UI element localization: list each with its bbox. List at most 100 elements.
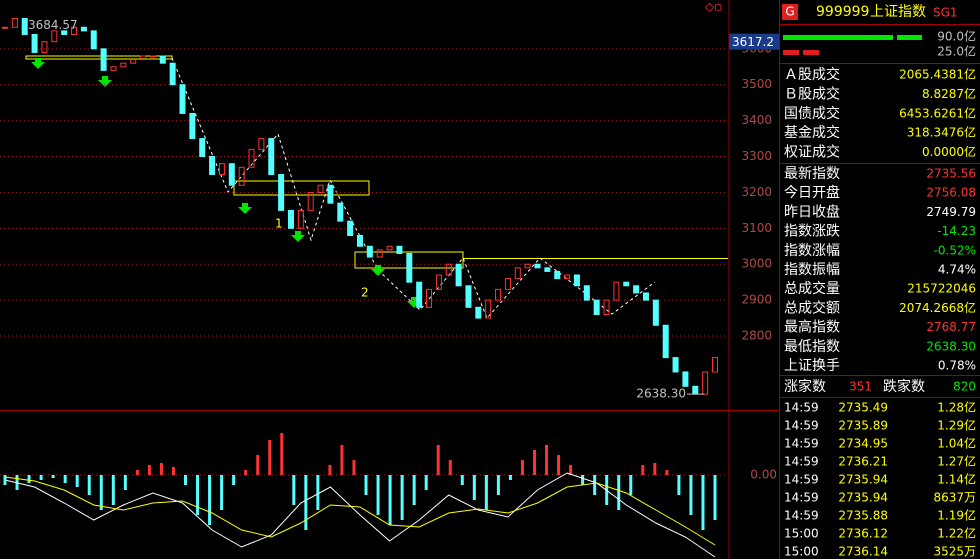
macd-bar <box>629 475 633 495</box>
candle <box>642 292 649 301</box>
candle <box>258 138 265 150</box>
candle <box>11 17 18 28</box>
bar-label: 25.0亿 <box>937 44 976 59</box>
macd-bar <box>111 475 115 505</box>
candle <box>386 245 393 251</box>
candle <box>149 55 156 58</box>
macd-bar <box>292 475 296 505</box>
tick-price: 2735.88 <box>838 509 888 523</box>
tick-time: 14:59 <box>784 437 819 451</box>
macd-bar <box>87 475 91 495</box>
candle <box>337 202 344 222</box>
down-label: 跌家数 <box>883 378 925 395</box>
macd-bar <box>653 463 657 475</box>
candle <box>287 209 294 229</box>
tick-time: 14:59 <box>784 473 819 487</box>
row-value: -14.23 <box>937 224 976 238</box>
macd-bar <box>472 475 476 500</box>
candle <box>130 59 137 64</box>
tick-volume: 1.14亿 <box>937 472 976 487</box>
candle <box>406 252 413 283</box>
macd-bar <box>75 475 79 487</box>
row-label: 总成交量 <box>784 280 840 297</box>
macd-bar <box>520 460 524 475</box>
macd-bar <box>184 475 188 485</box>
tick-price: 2736.21 <box>838 455 888 469</box>
macd-bar <box>316 475 320 510</box>
macd-bar <box>569 465 573 475</box>
tick-price: 2735.94 <box>838 491 888 505</box>
row-label: Ｂ股成交 <box>784 85 840 102</box>
row-value: -0.52% <box>934 243 976 257</box>
macd-bar <box>304 475 308 530</box>
row-label: 国债成交 <box>784 105 840 122</box>
tick-volume: 1.28亿 <box>937 400 976 415</box>
candle <box>140 55 147 61</box>
code: 999999 <box>816 4 869 20</box>
macd-bar <box>220 475 224 510</box>
up-label: 涨家数 <box>784 378 826 395</box>
candle <box>593 299 600 316</box>
tick-price: 2734.95 <box>838 437 888 451</box>
row-value: 2768.77 <box>926 320 976 334</box>
annotation: 2 <box>361 286 369 300</box>
row-value: 215722046 <box>907 282 976 296</box>
candle <box>297 209 304 229</box>
macd-bar <box>689 475 693 515</box>
row-label: 最高指数 <box>784 319 840 336</box>
tick-price: 2736.12 <box>838 527 888 541</box>
candle <box>416 281 423 308</box>
candle <box>169 62 176 86</box>
tick-volume: 1.27亿 <box>937 454 976 469</box>
candle <box>51 30 58 43</box>
row-value: 0.78% <box>938 359 976 373</box>
macd-bar <box>352 460 356 475</box>
row-value: 4.74% <box>938 263 976 277</box>
high-label: 3684.57 <box>28 18 78 32</box>
candle <box>218 163 225 175</box>
candle <box>317 184 324 193</box>
row-value: 2756.08 <box>926 186 976 200</box>
candle <box>633 285 640 294</box>
row-value: 2074.2668亿 <box>899 300 976 315</box>
row-label: 昨日收盘 <box>784 203 840 220</box>
tick-price: 2735.89 <box>838 419 888 433</box>
candle <box>692 385 699 395</box>
y-tick-label: 3500 <box>741 77 772 91</box>
macd-bar <box>581 475 585 485</box>
macd-bar <box>557 455 561 475</box>
low-label: 2638.30 <box>636 387 686 401</box>
candle <box>366 245 373 258</box>
arrows <box>31 58 421 308</box>
candle <box>564 274 571 280</box>
y-tick-label: 3000 <box>741 257 772 271</box>
icon[interactable]: ◇▫ <box>705 0 722 14</box>
row-label: 基金成交 <box>784 124 840 141</box>
candle <box>376 249 383 258</box>
tick-time: 14:59 <box>784 509 819 523</box>
macd-bar <box>593 475 597 495</box>
tick-volume: 1.19亿 <box>937 508 976 523</box>
candle <box>307 191 314 211</box>
candle <box>120 62 127 68</box>
tick-volume: 8637万 <box>933 491 976 505</box>
row-value: 318.3476亿 <box>907 125 976 140</box>
candle <box>514 267 521 280</box>
macd-bar <box>713 475 717 520</box>
macd-line <box>4 472 716 558</box>
y-tick-label: 0.00 <box>750 468 777 482</box>
row-value: 8.8287亿 <box>922 86 976 101</box>
candle <box>573 274 580 287</box>
candle <box>445 263 452 276</box>
candle <box>80 26 87 32</box>
y-tick-label: 3400 <box>741 113 772 127</box>
macd-bar <box>400 475 404 520</box>
badge-box <box>782 4 798 20</box>
row-label: 今日开盘 <box>784 184 840 201</box>
tick-time: 15:00 <box>784 545 819 559</box>
macd-bar <box>545 445 549 475</box>
index-name: 上证指数 <box>870 4 926 20</box>
candle <box>268 138 275 175</box>
